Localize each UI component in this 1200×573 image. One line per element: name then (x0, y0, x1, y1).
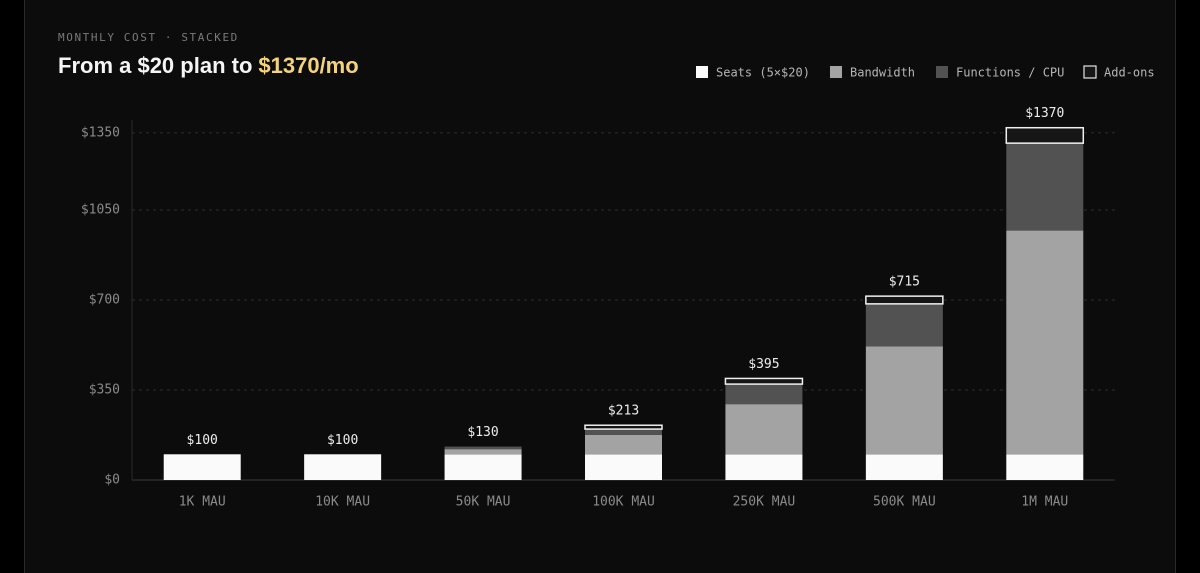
bar-segment (865, 454, 943, 480)
bar-segment (725, 454, 803, 480)
bar-segment (1006, 230, 1084, 455)
bar-segment (444, 454, 522, 480)
total-label: $213 (608, 404, 639, 419)
x-tick-label: 1M MAU (1021, 495, 1068, 510)
x-tick-label: 500K MAU (873, 495, 936, 510)
x-tick-label: 1K MAU (179, 495, 226, 510)
x-tick-label: 100K MAU (592, 495, 655, 510)
y-tick-label: $1350 (81, 125, 120, 140)
legend-swatch (1083, 65, 1097, 79)
title-text: From a $20 plan to (58, 53, 252, 78)
bar-segment (304, 454, 382, 480)
legend-swatch (696, 66, 708, 78)
bar-segment (1006, 143, 1084, 231)
bar-segment (865, 346, 943, 455)
total-label: $395 (748, 357, 779, 372)
bar-segment (584, 424, 663, 430)
panel (24, 0, 1176, 573)
bar-segment (585, 429, 662, 435)
y-tick-label: $1050 (81, 203, 120, 218)
y-tick-label: $0 (104, 473, 120, 488)
legend-label: Bandwidth (850, 66, 915, 80)
bar-segment (865, 295, 944, 305)
x-tick-label: 250K MAU (733, 495, 796, 510)
bar-segment (444, 446, 522, 450)
legend-swatch (830, 66, 842, 78)
bar-segment (1005, 126, 1085, 144)
y-tick-label: $700 (89, 293, 120, 308)
chart-subtitle: MONTHLY COST · STACKED (58, 31, 239, 44)
bar-segment (585, 435, 662, 455)
legend-label: Seats (5×$20) (716, 66, 810, 80)
total-label: $1370 (1025, 106, 1064, 121)
bar-segment (725, 384, 803, 405)
legend-label: Functions / CPU (956, 66, 1064, 80)
total-label: $715 (889, 275, 920, 290)
bar-segment (444, 449, 522, 455)
legend-label: Add-ons (1104, 66, 1155, 80)
y-tick-label: $350 (89, 383, 120, 398)
total-label: $100 (187, 433, 218, 448)
bar-segment (865, 303, 943, 347)
bar-segment (585, 454, 662, 480)
bar-segment (725, 404, 803, 455)
x-tick-label: 50K MAU (456, 495, 511, 510)
x-tick-label: 10K MAU (315, 495, 370, 510)
legend-swatch (936, 66, 948, 78)
total-label: $130 (467, 425, 498, 440)
title-highlight: $1370/mo (258, 53, 358, 78)
total-label: $100 (327, 433, 358, 448)
chart-title: From a $20 plan to $1370/mo (58, 53, 359, 78)
bar-segment (163, 454, 241, 480)
bar-segment (1006, 454, 1084, 480)
bar-segment (724, 377, 804, 385)
